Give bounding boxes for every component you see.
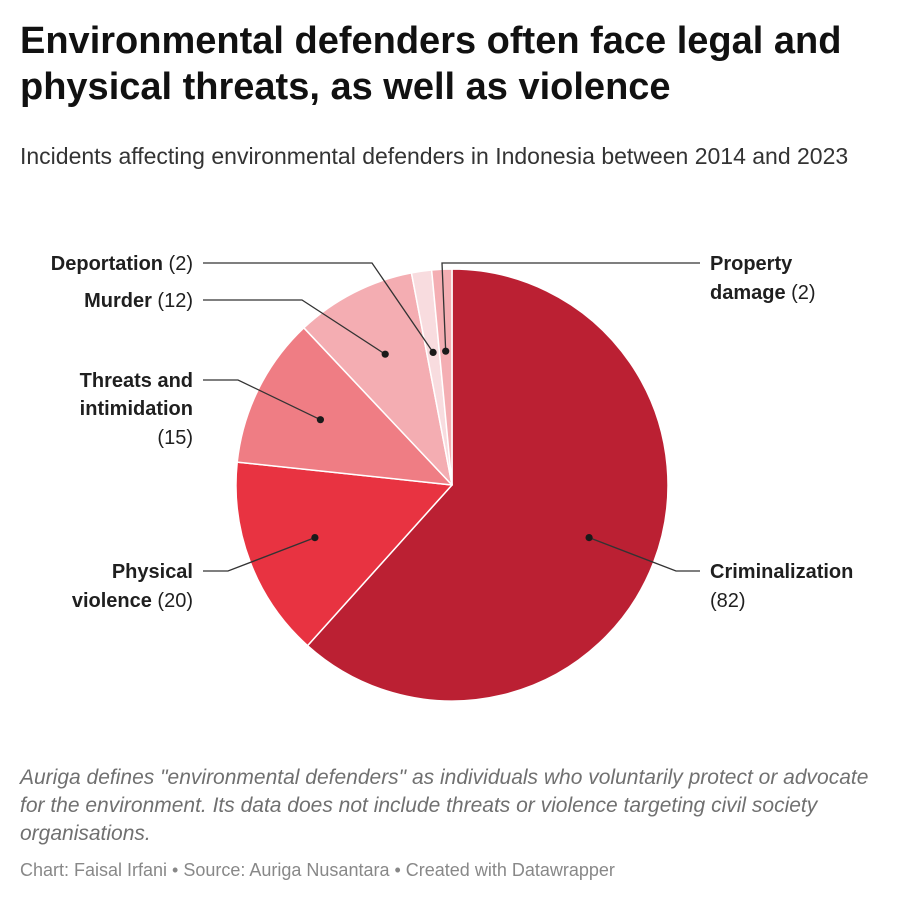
chart-title: Environmental defenders often face legal…: [20, 20, 842, 108]
pie-slice-threats-and-intimidation: [236, 327, 453, 486]
leader-line-murder: [203, 299, 386, 355]
pie-label-murder: Murder (12): [84, 290, 193, 312]
pie-label-deportation: Deportation (2): [51, 253, 193, 275]
chart-credits: Chart: Faisal Irfani • Source: Auriga Nu…: [20, 860, 615, 880]
pie-label-physical-violence: Physical violence (20): [72, 561, 193, 612]
chart-subtitle: Incidents affecting environmental defend…: [20, 143, 849, 169]
pie-label-threats-and-intimidation: Threats and intimidation (15): [80, 370, 193, 449]
leader-dot-property-damage: [442, 347, 450, 355]
leader-dot-physical-violence: [311, 534, 319, 542]
leader-line-threats-and-intimidation: [203, 379, 321, 421]
leader-dot-threats-and-intimidation: [316, 416, 324, 424]
pie-slices: [235, 268, 669, 702]
leader-dot-deportation: [429, 348, 437, 356]
pie-leader-lines: [203, 262, 700, 572]
leader-dot-criminalization: [585, 534, 593, 542]
leader-line-criminalization: [588, 536, 700, 572]
pie-chart: Criminalization (82) Physical violence (20)…: [51, 253, 854, 702]
leader-line-property-damage: [441, 262, 700, 352]
leader-line-physical-violence: [203, 536, 316, 572]
pie-labels: Criminalization (82) Physical violence (20)…: [51, 253, 854, 612]
leader-dot-murder: [381, 350, 389, 358]
leader-line-deportation: [203, 262, 434, 353]
chart-note: Auriga defines "environmental defenders"…: [20, 766, 869, 845]
pie-label-criminalization: Criminalization (82): [710, 561, 853, 612]
pie-label-property-damage: Property damage (2): [710, 253, 816, 304]
